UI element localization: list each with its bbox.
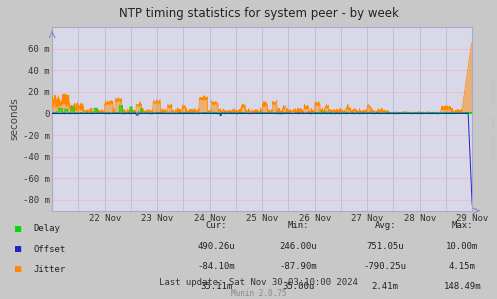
Text: 148.49m: 148.49m (443, 282, 481, 291)
Text: 35.00u: 35.00u (282, 282, 314, 291)
Text: Delay: Delay (34, 224, 61, 233)
Text: ■: ■ (15, 244, 21, 254)
Y-axis label: seconds: seconds (10, 97, 20, 140)
Text: 4.15m: 4.15m (449, 262, 476, 271)
Text: Last update: Sat Nov 30 03:10:00 2024: Last update: Sat Nov 30 03:10:00 2024 (159, 278, 358, 287)
Text: -87.90m: -87.90m (279, 262, 317, 271)
Text: Min:: Min: (287, 221, 309, 230)
Text: ■: ■ (15, 264, 21, 274)
Text: 751.05u: 751.05u (366, 242, 404, 251)
Text: Max:: Max: (451, 221, 473, 230)
Text: Avg:: Avg: (374, 221, 396, 230)
Text: Offset: Offset (34, 245, 66, 254)
Text: -84.10m: -84.10m (197, 262, 235, 271)
Text: 490.26u: 490.26u (197, 242, 235, 251)
Text: ■: ■ (15, 224, 21, 234)
Text: NTP timing statistics for system peer - by week: NTP timing statistics for system peer - … (118, 7, 399, 20)
Text: Jitter: Jitter (34, 265, 66, 274)
Text: 10.00m: 10.00m (446, 242, 478, 251)
Text: 2.41m: 2.41m (372, 282, 399, 291)
Text: 246.00u: 246.00u (279, 242, 317, 251)
Text: -790.25u: -790.25u (364, 262, 407, 271)
Text: 35.11m: 35.11m (200, 282, 232, 291)
Text: Munin 2.0.75: Munin 2.0.75 (231, 289, 286, 298)
Text: RRDTOOL / TOBI OETIKER: RRDTOOL / TOBI OETIKER (490, 78, 495, 161)
Text: Cur:: Cur: (205, 221, 227, 230)
